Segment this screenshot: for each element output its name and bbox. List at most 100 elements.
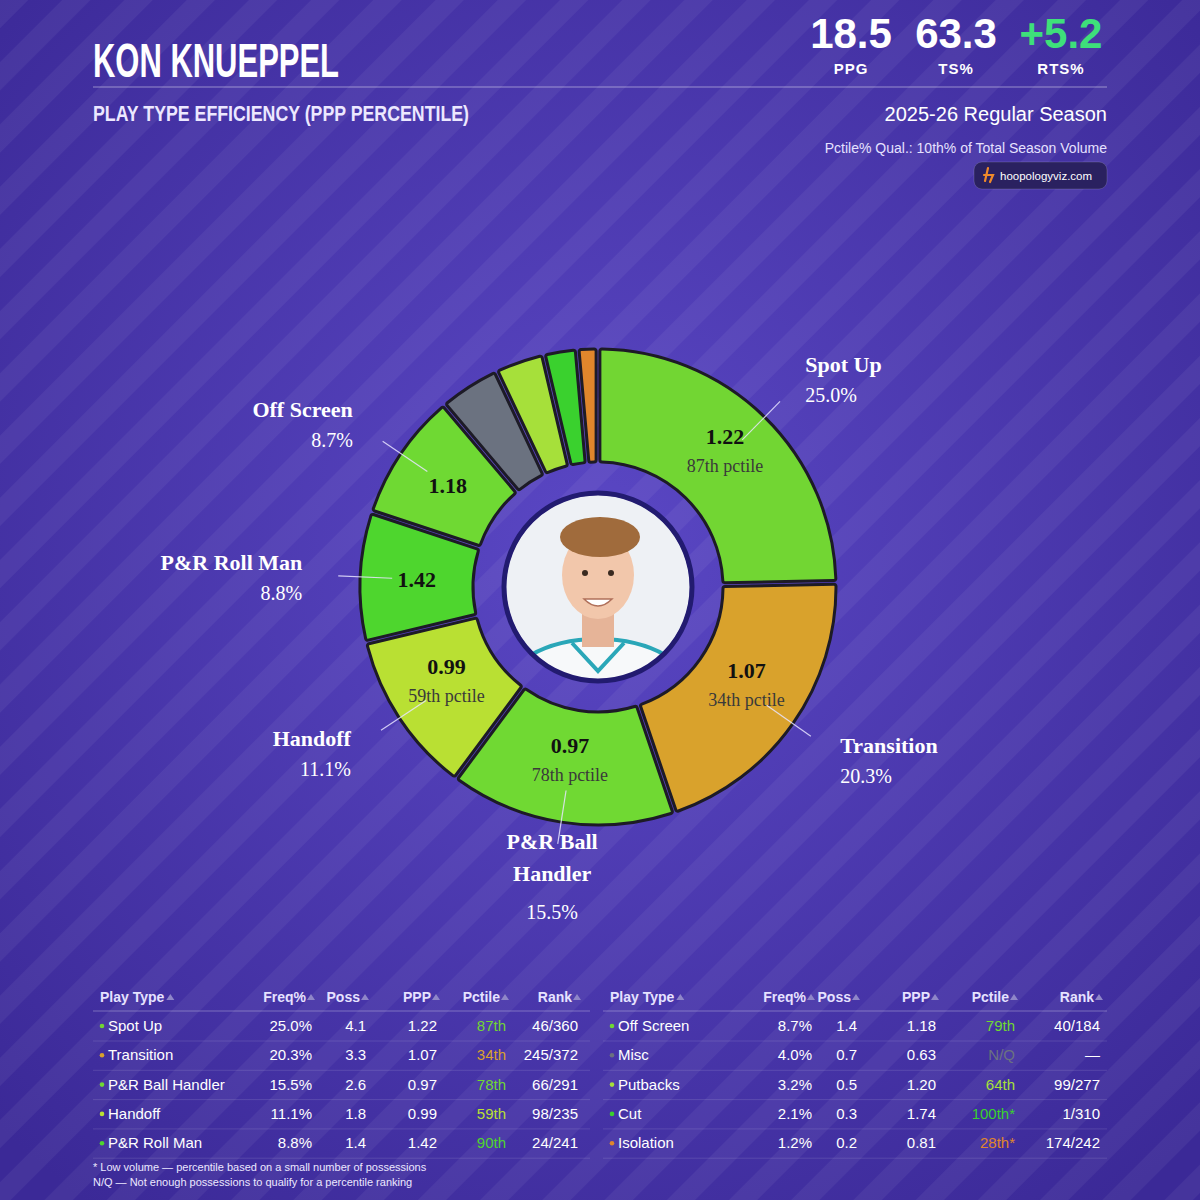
column-header: Pctile	[972, 989, 1010, 1005]
column-header: Play Type	[610, 989, 675, 1005]
table-cell: 1.2%	[778, 1134, 812, 1151]
table-cell: 66/291	[532, 1076, 578, 1093]
table-cell: 40/184	[1054, 1017, 1100, 1034]
footnote: * Low volume — percentile based on a sma…	[93, 1161, 427, 1173]
table-cell: 64th	[986, 1076, 1015, 1093]
table-half: Play TypeFreq%PossPPPPctileRankOff Scree…	[603, 989, 1107, 1158]
table-cell: 2.1%	[778, 1105, 812, 1122]
row-bullet	[610, 1053, 615, 1058]
photo-ring	[504, 493, 692, 681]
table-row: P&R Ball Handler15.5%2.60.9778th66/291	[93, 1076, 590, 1100]
table-cell: 59th	[477, 1105, 506, 1122]
row-bullet	[610, 1024, 615, 1029]
table-cell: 1.20	[907, 1076, 936, 1093]
table-row: Isolation1.2%0.20.8128th*174/242	[603, 1134, 1107, 1158]
table-cell: P&R Ball Handler	[108, 1076, 225, 1093]
column-header: Poss	[818, 989, 852, 1005]
row-bullet	[100, 1141, 105, 1146]
badge-text: hoopologyviz.com	[1000, 170, 1092, 182]
category-label: Off Screen	[252, 397, 352, 422]
sort-arrow	[501, 994, 509, 1000]
category-labels: Spot Up25.0%Transition20.3%P&R BallHandl…	[161, 352, 938, 924]
season: 2025-26 Regular Season	[885, 103, 1107, 125]
table-cell: 4.1	[345, 1017, 366, 1034]
table-cell: 0.99	[408, 1105, 437, 1122]
category-label: Spot Up	[805, 352, 881, 377]
table-cell: 79th	[986, 1017, 1015, 1034]
row-rule	[93, 1158, 590, 1159]
table-cell: Transition	[108, 1046, 173, 1063]
table-row: Off Screen8.7%1.41.1879th40/184	[603, 1017, 1107, 1041]
table-cell: 1.4	[345, 1134, 366, 1151]
row-bullet	[100, 1082, 105, 1087]
table-cell: Isolation	[618, 1134, 674, 1151]
stat-label: PPG	[834, 60, 869, 77]
slice	[367, 618, 521, 776]
stat-value: +5.2	[1020, 10, 1103, 57]
value-label: 8.8%	[261, 582, 303, 604]
leader-line	[767, 705, 811, 736]
table-cell: 0.2	[836, 1134, 857, 1151]
table-cell: 25.0%	[269, 1017, 312, 1034]
sort-arrow	[1095, 994, 1103, 1000]
table-cell: Putbacks	[618, 1076, 680, 1093]
row-bullet	[610, 1141, 615, 1146]
table-cell: 0.3	[836, 1105, 857, 1122]
column-header: Freq%	[263, 989, 306, 1005]
sort-arrow	[166, 994, 174, 1000]
title: KON KNUEPPEL	[93, 34, 339, 87]
table-cell: 24/241	[532, 1134, 578, 1151]
table-cell: 46/360	[532, 1017, 578, 1034]
table-cell: 2.6	[345, 1076, 366, 1093]
table-cell: 245/372	[524, 1046, 578, 1063]
table-cell: Cut	[618, 1105, 642, 1122]
eye	[608, 570, 614, 576]
table-cell: 4.0%	[778, 1046, 812, 1063]
stat-value: 18.5	[810, 10, 892, 57]
percentile-label: 87th pctile	[687, 456, 763, 476]
table-half: Play TypeFreq%PossPPPPctileRankSpot Up25…	[93, 989, 590, 1158]
slice-labels: 1.2287th pctile1.0734th pctile0.9778th p…	[397, 424, 784, 785]
table-row: Handoff11.1%1.80.9959th98/235	[93, 1105, 590, 1129]
table: Play TypeFreq%PossPPPPctileRankSpot Up25…	[93, 989, 1107, 1158]
table-cell: 90th	[477, 1134, 506, 1151]
stat-label: TS%	[938, 60, 974, 77]
row-rule	[93, 1070, 590, 1071]
row-bullet	[100, 1024, 105, 1029]
sort-arrow	[361, 994, 369, 1000]
hair	[560, 517, 640, 557]
background-stripes	[0, 0, 1200, 1200]
column-header: Play Type	[100, 989, 165, 1005]
value-label: 8.7%	[311, 429, 353, 451]
row-rule	[603, 1070, 1107, 1071]
source-badge: hoopologyviz.com	[974, 162, 1107, 189]
table-cell: 0.81	[907, 1134, 936, 1151]
table-cell: 1.18	[907, 1017, 936, 1034]
table-cell: Handoff	[108, 1105, 161, 1122]
ppp-label: 1.42	[397, 567, 436, 592]
table-cell: N/Q	[988, 1046, 1015, 1063]
table-cell: 8.7%	[778, 1017, 812, 1034]
stat-value: 63.3	[915, 10, 997, 57]
row-bullet	[100, 1112, 105, 1117]
photo-content	[498, 487, 698, 751]
slice	[579, 349, 596, 462]
table-cell: 15.5%	[269, 1076, 312, 1093]
sort-arrow	[807, 994, 815, 1000]
table-cell: 1.74	[907, 1105, 936, 1122]
table-cell: 20.3%	[269, 1046, 312, 1063]
row-bullet	[100, 1053, 105, 1058]
table-row: Transition20.3%3.31.0734th245/372	[93, 1046, 590, 1070]
row-rule	[93, 1128, 590, 1129]
category-label: P&R BallHandler	[507, 829, 598, 886]
table-cell: Misc	[618, 1046, 649, 1063]
ppp-label: 0.97	[551, 733, 590, 758]
row-bullet	[610, 1112, 615, 1117]
header-rule	[93, 86, 1107, 87]
badge-icon	[984, 168, 993, 182]
category-label: P&R Roll Man	[161, 550, 303, 575]
table-cell: 1.07	[408, 1046, 437, 1063]
table-cell: 3.3	[345, 1046, 366, 1063]
sort-arrow	[307, 994, 315, 1000]
sort-arrow	[931, 994, 939, 1000]
